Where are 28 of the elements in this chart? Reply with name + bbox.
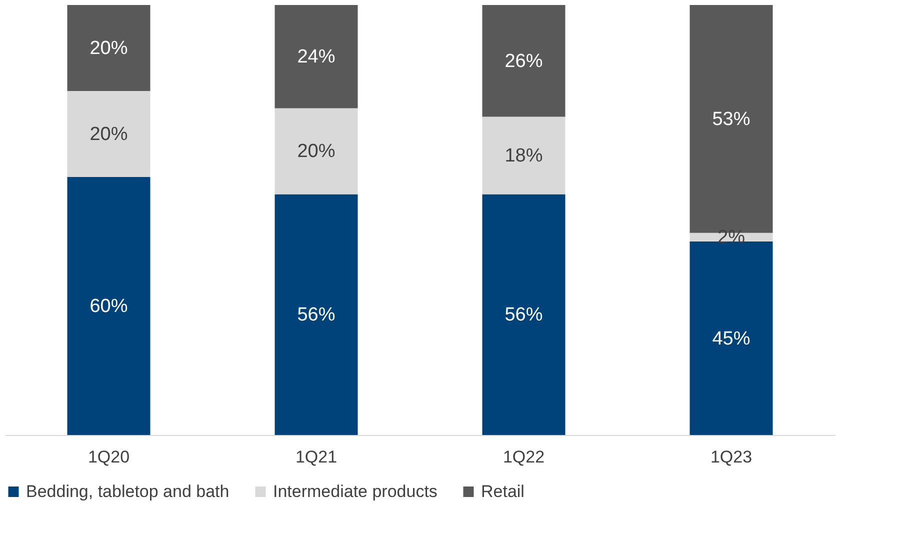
legend-label: Bedding, tabletop and bath: [26, 482, 230, 501]
data-label: 53%: [712, 108, 750, 130]
data-label: 45%: [712, 328, 750, 350]
bar: [67, 5, 150, 91]
bar: [67, 91, 150, 177]
bar: [690, 242, 773, 435]
bar: [274, 108, 358, 194]
bar: [274, 5, 358, 108]
data-label: 26%: [504, 50, 543, 72]
bar: [67, 177, 150, 435]
data-label: 18%: [504, 146, 543, 166]
bar: [482, 194, 566, 435]
data-label: 56%: [504, 304, 543, 326]
data-label: 56%: [297, 304, 336, 326]
bar: [482, 5, 566, 117]
legend-label: Retail: [481, 482, 524, 501]
data-label: 20%: [90, 38, 128, 59]
x-tick-label: 1Q23: [710, 448, 752, 466]
data-label: 20%: [90, 124, 128, 145]
data-label: 60%: [90, 296, 128, 317]
data-label: 24%: [297, 46, 336, 68]
x-tick-label: 1Q20: [88, 448, 130, 466]
legend-label: Intermediate products: [273, 482, 438, 501]
data-label: 20%: [297, 141, 336, 162]
bar: [482, 116, 566, 194]
x-tick-label: 1Q21: [295, 448, 338, 466]
bar: [274, 194, 358, 435]
x-tick-label: 1Q22: [502, 448, 545, 466]
